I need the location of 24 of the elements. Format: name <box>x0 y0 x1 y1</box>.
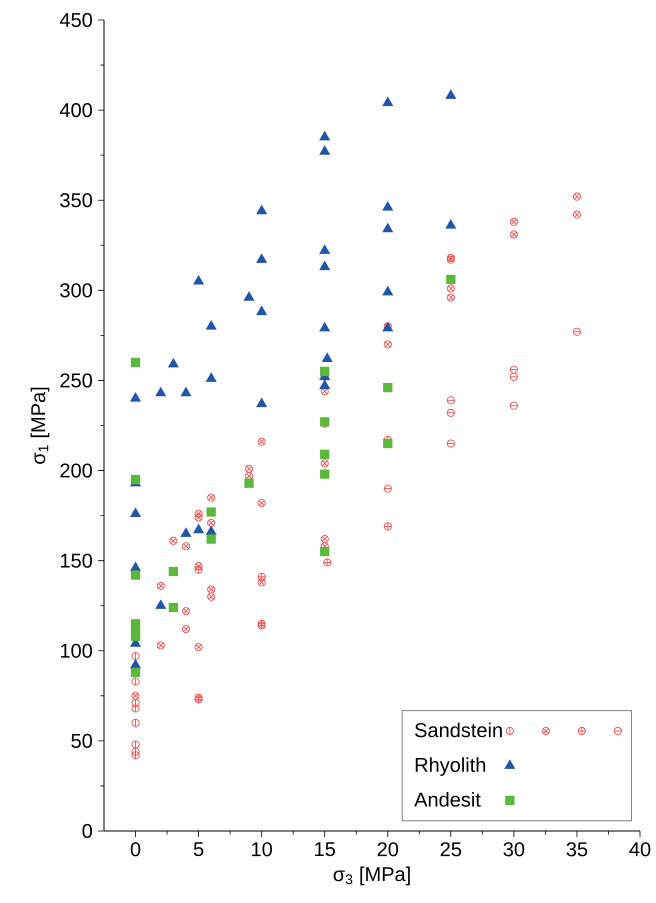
x-tick-label: 10 <box>252 842 272 856</box>
legend-label: Andesit <box>414 792 481 807</box>
y-tick-label: 350 <box>60 193 92 208</box>
y-tick-label: 150 <box>60 554 92 568</box>
legend-label: Sandstein <box>415 722 502 738</box>
y-tick-label: 200 <box>60 463 92 478</box>
y-tick-label: 50 <box>71 734 92 748</box>
y-tick-label: 300 <box>60 283 92 298</box>
y-tick-label: 450 <box>60 12 92 28</box>
x-tick-label: 5 <box>194 842 204 856</box>
y-tick-label: 250 <box>60 373 92 388</box>
x-tick-label: 0 <box>130 842 140 856</box>
x-tick-label: 15 <box>315 842 335 856</box>
legend-label: Rhyolith <box>416 757 486 776</box>
x-tick-label: 25 <box>440 842 462 856</box>
x-tick-label: 40 <box>629 842 650 856</box>
y-tick-label: 0 <box>82 824 92 838</box>
y-tick-label: 100 <box>60 644 92 658</box>
y-axis-title: σ$_{1}$ [MPa] <box>30 388 50 464</box>
x-tick-label: 30 <box>504 842 524 856</box>
x-tick-label: 20 <box>378 842 398 856</box>
y-tick-label: 400 <box>60 103 92 118</box>
x-axis-title: σ$_{3}$ [MPa] <box>334 866 410 886</box>
x-tick-label: 35 <box>566 842 588 856</box>
